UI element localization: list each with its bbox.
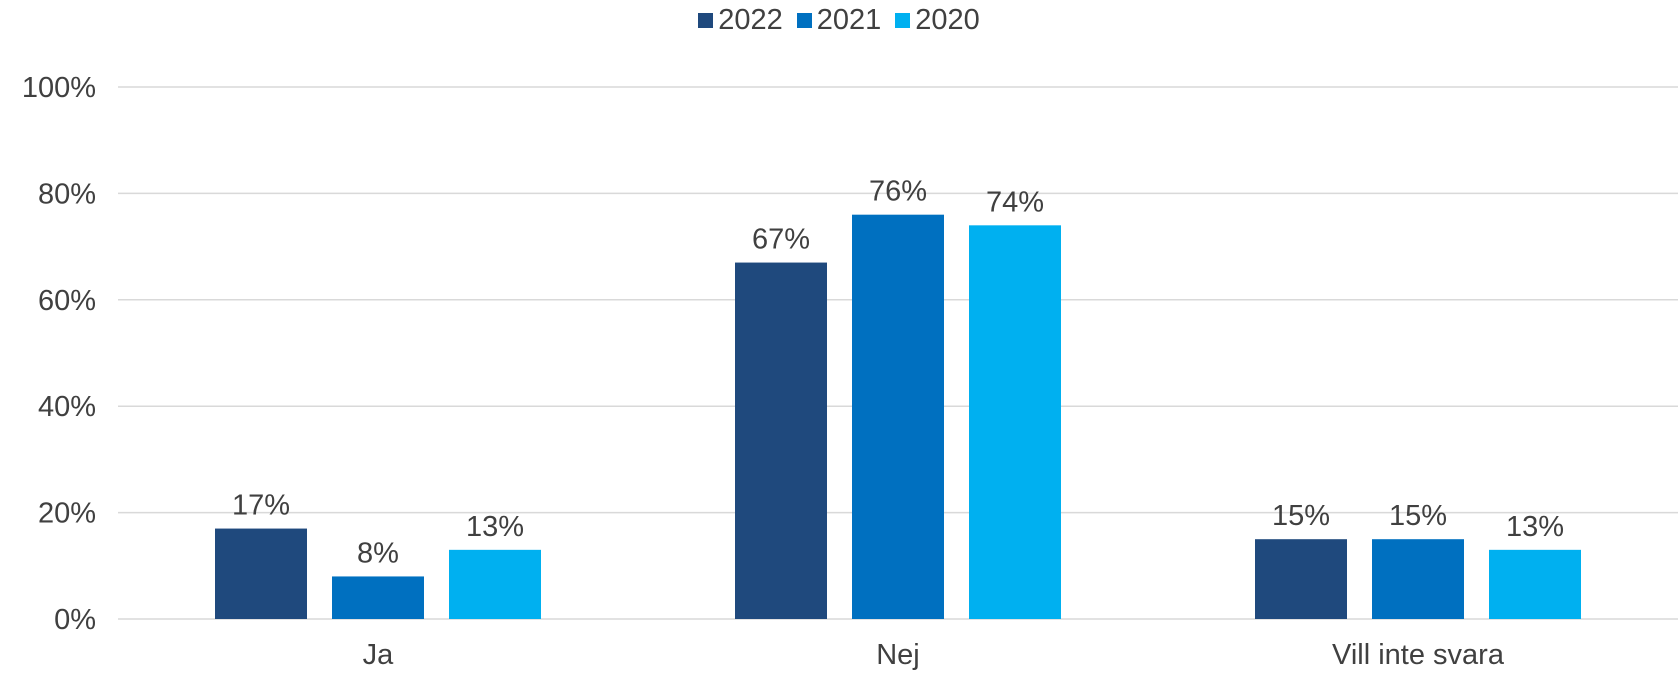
bar-2022-0 [215, 528, 307, 619]
legend-item-2021: 2021 [796, 4, 882, 37]
x-tick-label-0: Ja [363, 639, 395, 671]
legend-label-2022: 2022 [718, 4, 783, 36]
data-label-2020-2: 13% [1506, 511, 1564, 543]
legend-label-2020: 2020 [915, 4, 980, 36]
data-label-2022-2: 15% [1272, 500, 1330, 532]
data-label-2021-2: 15% [1389, 500, 1447, 532]
data-label-2020-0: 13% [466, 511, 524, 543]
bar-2021-2 [1372, 539, 1464, 619]
y-tick-label-80: 80% [38, 178, 96, 210]
x-tick-label-2: Vill inte svara [1332, 639, 1505, 671]
bar-2020-0 [449, 549, 541, 619]
data-label-2020-1: 74% [986, 186, 1044, 218]
legend: 2022 2021 2020 [0, 4, 1678, 37]
bar-2022-1 [735, 262, 827, 619]
data-label-2021-1: 76% [869, 176, 927, 208]
legend-swatch-2022 [698, 13, 714, 28]
y-tick-label-40: 40% [38, 391, 96, 423]
bar-2020-1 [969, 225, 1061, 619]
y-tick-label-60: 60% [38, 285, 96, 317]
y-tick-label-0: 0% [54, 604, 96, 636]
data-label-2021-0: 8% [357, 537, 399, 569]
bar-2022-2 [1255, 539, 1347, 619]
y-tick-label-20: 20% [38, 498, 96, 530]
y-tick-label-100: 100% [22, 72, 96, 104]
data-label-2022-0: 17% [232, 490, 290, 522]
data-label-2022-1: 67% [752, 224, 810, 256]
legend-item-2022: 2022 [698, 4, 783, 37]
bar-2021-0 [332, 576, 424, 619]
bar-2020-2 [1489, 549, 1581, 619]
legend-swatch-2020 [895, 13, 911, 28]
bar-2021-1 [852, 214, 944, 619]
legend-label-2021: 2021 [816, 4, 882, 36]
x-tick-label-1: Nej [876, 639, 920, 671]
legend-swatch-2021 [796, 13, 812, 28]
legend-item-2020: 2020 [895, 4, 980, 37]
